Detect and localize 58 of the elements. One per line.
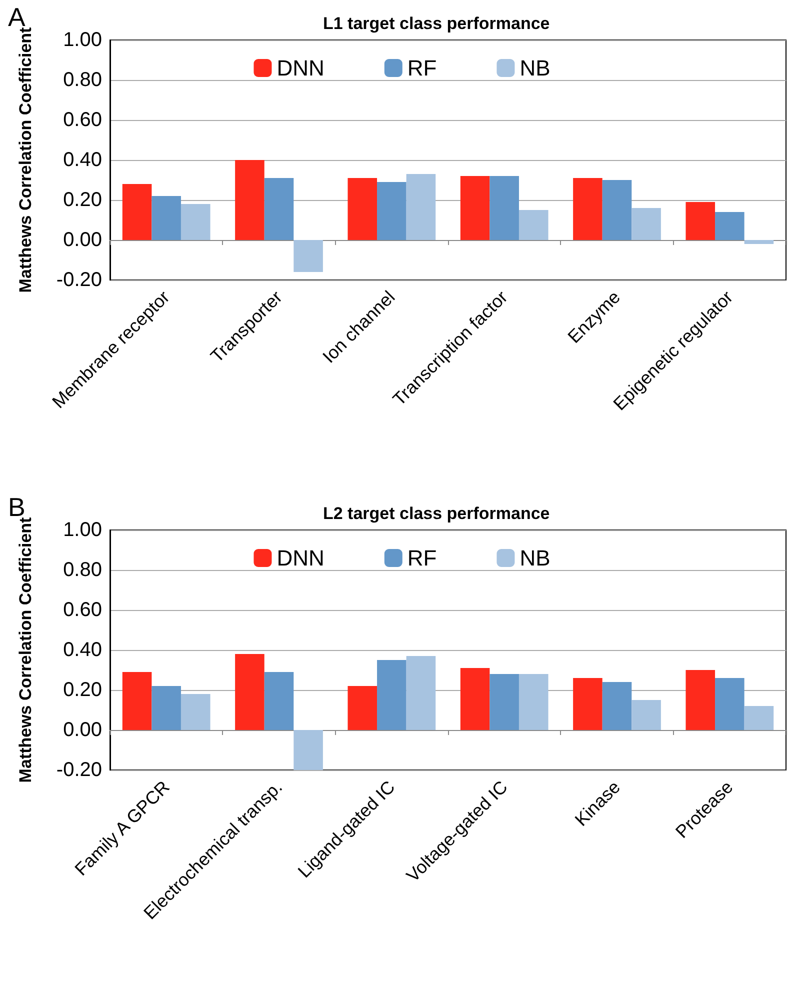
bar <box>264 178 294 240</box>
bar <box>518 674 548 730</box>
bar <box>235 654 264 730</box>
y-tick-label: 0.20 <box>63 679 102 701</box>
bar <box>460 176 490 240</box>
bar <box>573 678 602 730</box>
bar <box>715 212 744 240</box>
bar <box>294 240 323 272</box>
bar <box>122 184 152 240</box>
y-tick-label: 0.40 <box>63 639 102 661</box>
y-tick-label: 0.00 <box>63 719 102 741</box>
y-tick-label: -0.20 <box>56 759 102 781</box>
y-tick-label: 0.80 <box>63 559 102 581</box>
chart-title: L2 target class performance <box>323 504 550 523</box>
bar <box>460 668 490 730</box>
bar <box>490 176 519 240</box>
bar <box>180 694 210 730</box>
bar <box>235 160 264 240</box>
legend-label: DNN <box>276 56 324 80</box>
bar <box>573 178 602 240</box>
bar <box>632 208 661 240</box>
y-tick-label: 0.20 <box>63 189 102 211</box>
bar <box>744 240 774 244</box>
bar <box>602 682 632 730</box>
bar <box>686 202 716 240</box>
bar <box>152 196 181 240</box>
bar <box>686 670 716 730</box>
y-tick-label: 0.40 <box>63 149 102 171</box>
bar <box>264 672 294 730</box>
bar <box>602 180 632 240</box>
legend-label: DNN <box>276 546 324 570</box>
legend-label: RF <box>407 546 437 570</box>
bar <box>294 730 323 770</box>
legend-label: NB <box>520 546 550 570</box>
bar <box>406 174 436 240</box>
y-tick-label: -0.20 <box>56 269 102 291</box>
y-tick-label: 0.60 <box>63 599 102 621</box>
bar <box>406 656 436 730</box>
bar <box>518 210 548 240</box>
y-tick-label: 1.00 <box>63 519 102 541</box>
chart-title: L1 target class performance <box>323 14 550 33</box>
bar <box>715 678 744 730</box>
bar <box>348 178 378 240</box>
bar <box>490 674 519 730</box>
y-tick-label: 0.00 <box>63 229 102 251</box>
bar <box>377 182 406 240</box>
y-tick-label: 1.00 <box>63 29 102 51</box>
bar <box>152 686 181 730</box>
y-tick-label: 0.60 <box>63 109 102 131</box>
y-tick-label: 0.80 <box>63 69 102 91</box>
legend-label: RF <box>407 56 437 80</box>
bar <box>744 706 774 730</box>
bar <box>377 660 406 730</box>
legend-label: NB <box>520 56 550 80</box>
bar <box>348 686 378 730</box>
bar <box>632 700 661 730</box>
bar <box>180 204 210 240</box>
bar <box>122 672 152 730</box>
